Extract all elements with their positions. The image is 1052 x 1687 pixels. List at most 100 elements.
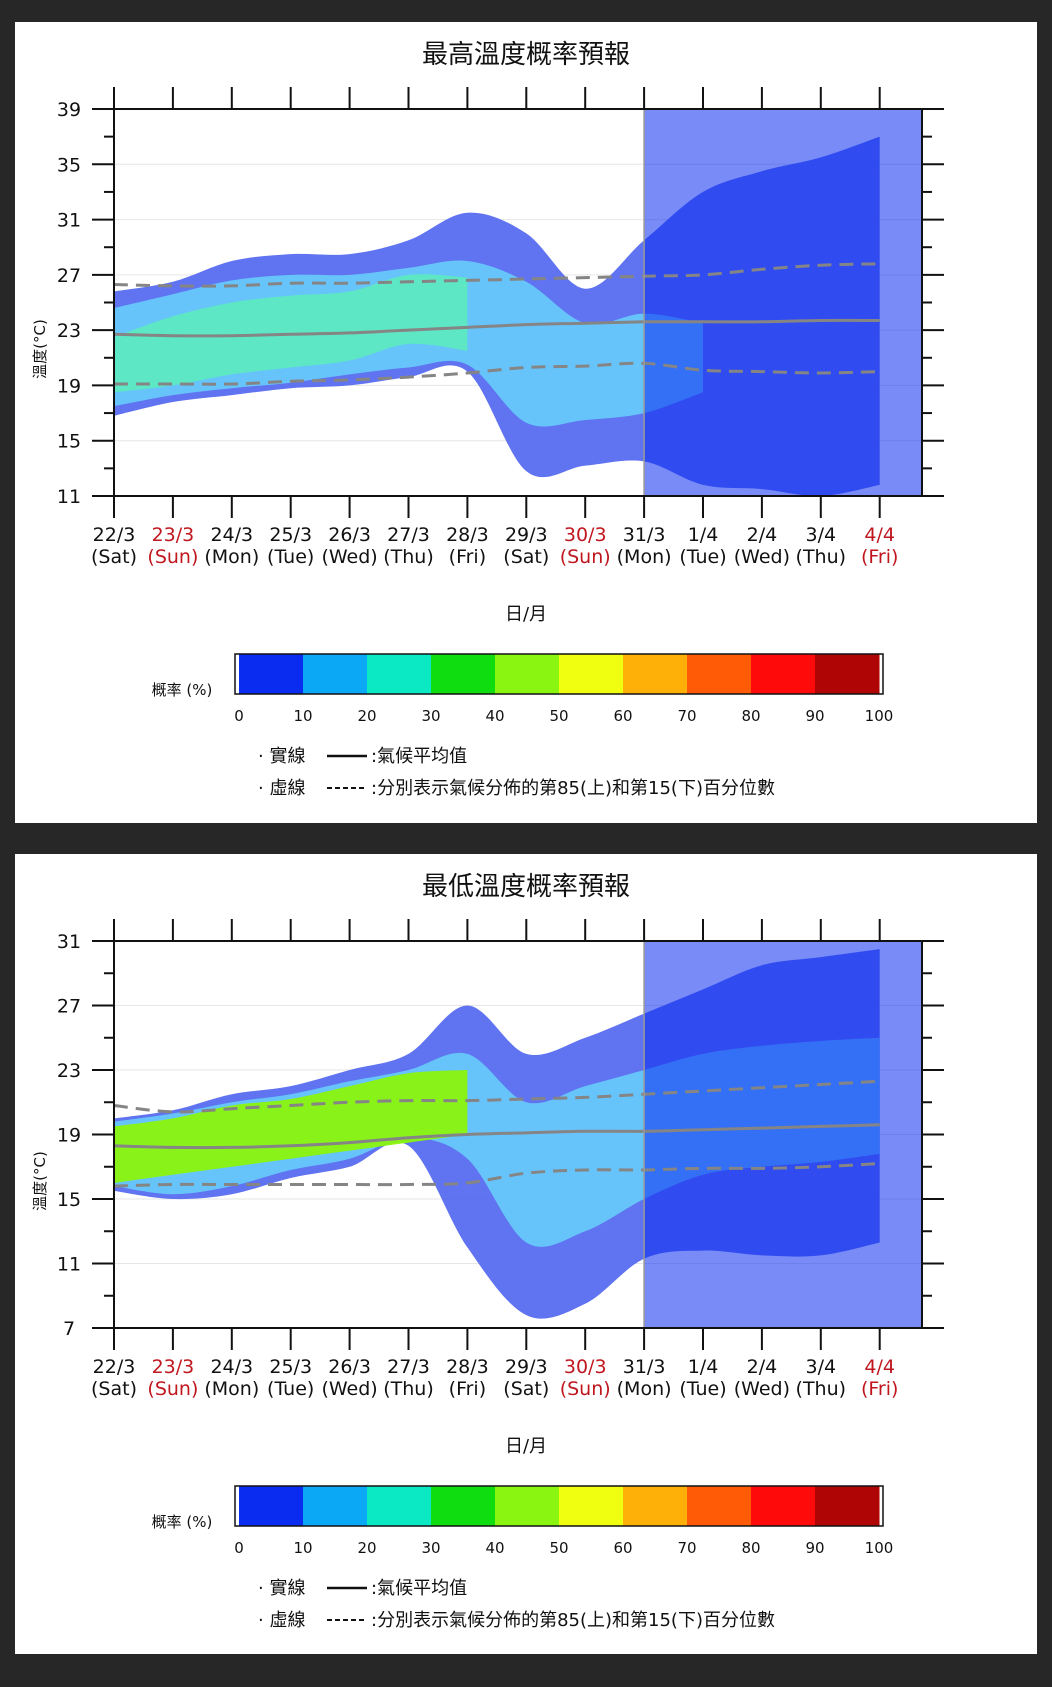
x-tick-day: (Sat) <box>503 546 549 568</box>
x-tick-date: 4/4 <box>864 524 895 546</box>
colorbar-swatch <box>431 1486 496 1526</box>
legend-dashed-text: :分別表示氣候分佈的第85(上)和第15(下)百分位數 <box>371 1610 775 1631</box>
colorbar-swatch <box>431 654 496 694</box>
y-tick-label: 23 <box>57 1060 81 1082</box>
plot-area <box>114 941 922 1328</box>
y-tick-label: 11 <box>57 1254 81 1276</box>
x-tick-date: 31/3 <box>623 1356 666 1378</box>
x-tick-day: (Sat) <box>503 1378 549 1400</box>
colorbar-tick-label: 50 <box>549 1539 568 1557</box>
climate-mean-line <box>114 318 880 338</box>
colorbar-tick-label: 70 <box>677 707 696 725</box>
colorbar-swatch <box>495 654 560 694</box>
x-tick-day: (Mon) <box>204 546 259 568</box>
colorbar-tick-label: 0 <box>234 1539 244 1557</box>
colorbar-swatch <box>751 1486 816 1526</box>
x-tick-day: (Sun) <box>147 1378 198 1400</box>
colorbar-swatch <box>687 1486 752 1526</box>
x-tick-date: 25/3 <box>269 524 312 546</box>
extended-range-shade <box>644 941 922 1328</box>
x-tick-day: (Wed) <box>734 546 790 568</box>
x-tick-date: 1/4 <box>688 1356 719 1378</box>
x-tick-date: 29/3 <box>505 1356 548 1378</box>
x-tick-date: 4/4 <box>864 1356 895 1378</box>
x-tick-date: 26/3 <box>328 1356 371 1378</box>
x-tick-day: (Thu) <box>796 546 847 568</box>
x-tick-date: 2/4 <box>747 524 778 546</box>
min-temp-panel: 最低溫度概率預報 溫度(°C) 日/月 概率 (%) · 實線 :氣候平均值 ·… <box>15 854 1037 1654</box>
colorbar-swatch <box>303 1486 368 1526</box>
y-tick-label: 15 <box>57 1189 81 1211</box>
colorbar-tick-label: 60 <box>613 707 632 725</box>
x-tick-day: (Thu) <box>383 1378 434 1400</box>
colorbar-tick-label: 40 <box>485 1539 504 1557</box>
y-tick-label: 15 <box>57 431 81 453</box>
x-tick-date: 26/3 <box>328 524 371 546</box>
y-tick-label: 31 <box>57 931 81 953</box>
y-tick-label: 31 <box>57 210 81 232</box>
x-tick-date: 24/3 <box>210 524 253 546</box>
colorbar-tick-label: 90 <box>805 707 824 725</box>
colorbar-tick-label: 20 <box>357 707 376 725</box>
colorbar-tick-label: 80 <box>741 1539 760 1557</box>
colorbar-tick-label: 30 <box>421 707 440 725</box>
x-tick-day: (Fri) <box>861 546 898 568</box>
colorbar-swatch <box>623 654 688 694</box>
colorbar-frame <box>234 653 884 695</box>
colorbar-tick-label: 100 <box>865 707 894 725</box>
y-tick-label: 35 <box>57 154 81 176</box>
colorbar-tick-label: 80 <box>741 707 760 725</box>
y-tick-label: 19 <box>57 1125 81 1147</box>
y-tick-label: 11 <box>57 486 81 508</box>
x-tick-date: 3/4 <box>806 1356 837 1378</box>
legend: · 實線 :氣候平均值 · 虛線 :分別表示氣候分佈的第85(上)和第15(下)… <box>258 1578 775 1631</box>
colorbar-swatch <box>367 654 432 694</box>
legend-solid-text: :氣候平均值 <box>371 746 467 767</box>
colorbar-swatch <box>687 654 752 694</box>
colorbar-tick-label: 10 <box>293 1539 312 1557</box>
x-tick-day: (Thu) <box>383 546 434 568</box>
max-temp-panel: 最高溫度概率預報 溫度(°C) 日/月 概率 (%) · 實線 :氣候平均值 ·… <box>15 22 1037 823</box>
x-tick-date: 28/3 <box>446 1356 489 1378</box>
x-tick-date: 30/3 <box>564 1356 607 1378</box>
colorbar-tick-label: 60 <box>613 1539 632 1557</box>
colorbar-swatch <box>559 1486 624 1526</box>
percentile-line <box>114 1162 880 1188</box>
colorbar-tick-label: 20 <box>357 1539 376 1557</box>
colorbar-swatch <box>815 654 880 694</box>
colorbar-swatch <box>623 1486 688 1526</box>
x-tick-day: (Thu) <box>796 1378 847 1400</box>
x-tick-day: (Tue) <box>679 546 726 568</box>
percentile-line <box>114 262 880 288</box>
x-axis-label: 日/月 <box>505 1436 547 1457</box>
y-tick-label: 27 <box>57 996 81 1018</box>
colorbar-tick-label: 100 <box>865 1539 894 1557</box>
x-tick-day: (Mon) <box>617 1378 672 1400</box>
x-tick-date: 28/3 <box>446 524 489 546</box>
climate-mean-line <box>114 1123 880 1150</box>
x-tick-day: (Fri) <box>861 1378 898 1400</box>
x-tick-day: (Sun) <box>560 1378 611 1400</box>
colorbar-swatch <box>239 1486 304 1526</box>
x-tick-day: (Wed) <box>321 546 377 568</box>
colorbar-tick-label: 0 <box>234 707 244 725</box>
legend-solid-prefix: · 實線 <box>258 746 305 767</box>
colorbar-swatch <box>815 1486 880 1526</box>
max-temp-chart: 最高溫度概率預報 溫度(°C) 日/月 概率 (%) · 實線 :氣候平均值 ·… <box>31 40 944 799</box>
x-axis-label: 日/月 <box>505 604 547 625</box>
extended-range-shade <box>644 109 922 496</box>
x-tick-date: 22/3 <box>93 1356 136 1378</box>
colorbar-tick-label: 10 <box>293 707 312 725</box>
y-tick-label: 39 <box>57 99 81 121</box>
x-tick-date: 27/3 <box>387 1356 430 1378</box>
colorbar-label: 概率 (%) <box>152 1513 213 1531</box>
x-tick-day: (Wed) <box>321 1378 377 1400</box>
x-tick-date: 2/4 <box>747 1356 778 1378</box>
colorbar-swatch <box>303 654 368 694</box>
x-tick-day: (Sun) <box>560 546 611 568</box>
x-tick-day: (Mon) <box>204 1378 259 1400</box>
colorbar-swatch <box>751 654 816 694</box>
x-tick-day: (Tue) <box>267 1378 314 1400</box>
colorbar-tick-label: 30 <box>421 1539 440 1557</box>
x-tick-date: 30/3 <box>564 524 607 546</box>
